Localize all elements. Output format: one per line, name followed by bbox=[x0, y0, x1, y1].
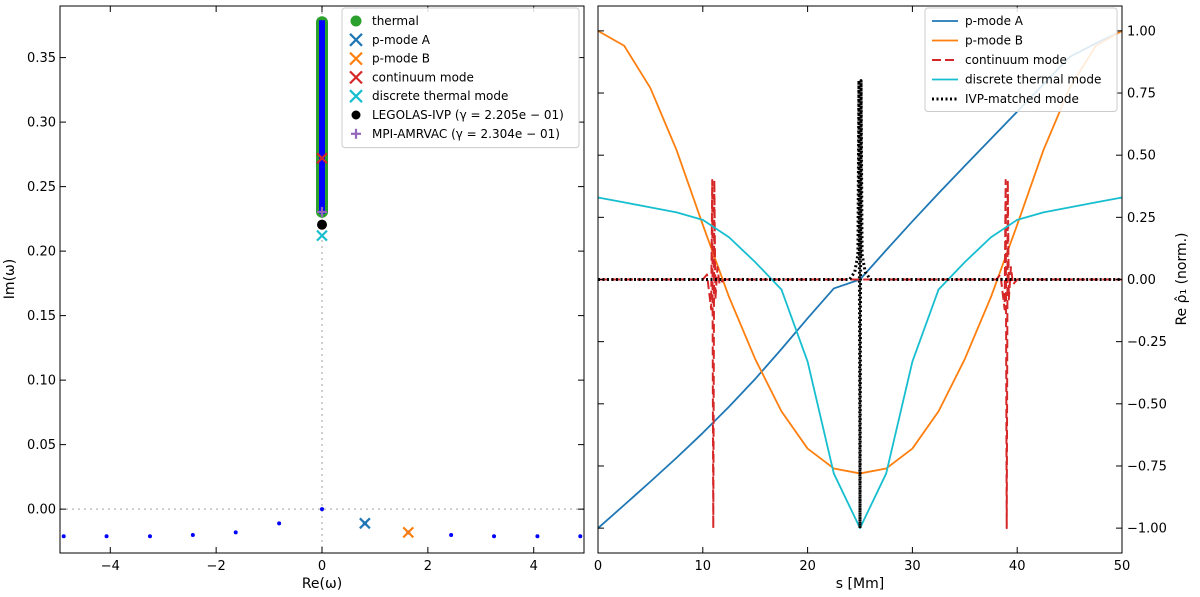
left-x-tick-label: 0 bbox=[318, 559, 326, 574]
legend-marker-pA bbox=[349, 33, 363, 47]
right-y-ticks: −1.00 −0.75 −0.50 −0.25 0.00 0.25 0.50 0.75 1.00 bbox=[598, 24, 1167, 537]
left-x-axis-label: Re(ω) bbox=[302, 576, 342, 592]
right-y-tick-label: −0.75 bbox=[1127, 459, 1167, 474]
right-y-axis-label: Re ρ̂₁ (norm.) bbox=[1174, 232, 1190, 325]
left-x-tick-label: −2 bbox=[207, 559, 226, 574]
left-legend: thermal p-mode A p-mode B continuum mode dis… bbox=[341, 7, 580, 149]
right-plot-eigenfunctions: 0 10 20 30 40 50 −1.00 −0.75 −0.50 −0.25 0.00 0.25… bbox=[594, 5, 1190, 592]
legend-label-discrete-thermal-mode: discrete thermal mode bbox=[965, 73, 1101, 87]
series-line-discrete-thermal-mode bbox=[597, 196, 1123, 530]
right-y-tick-label: 0.00 bbox=[1127, 273, 1156, 288]
p-mode-a-marker bbox=[359, 517, 371, 530]
legend-label-ivp: LEGOLAS-IVP (γ = 2.205e − 01) bbox=[372, 108, 564, 122]
spectrum-point bbox=[61, 534, 66, 539]
spectrum-point bbox=[277, 521, 282, 526]
legend-label-ivp-matched-mode: IVP-matched mode bbox=[965, 92, 1079, 106]
legend-marker-cont bbox=[349, 70, 363, 85]
legend-label-pB: p-mode B bbox=[372, 52, 430, 66]
left-x-tick-label: −4 bbox=[101, 559, 120, 574]
right-x-tick-label: 50 bbox=[1114, 559, 1131, 574]
spectrum-point bbox=[535, 534, 540, 539]
spectrum-point bbox=[449, 532, 454, 537]
mpi-amrvac-marker bbox=[317, 206, 327, 217]
p-mode-b-marker bbox=[402, 526, 415, 539]
legend-label-disc: discrete thermal mode bbox=[372, 89, 508, 103]
legend-marker-thermal bbox=[350, 15, 362, 27]
spectrum-point bbox=[190, 532, 195, 537]
spectrum-point bbox=[492, 534, 497, 539]
right-legend-box bbox=[924, 7, 1118, 112]
left-x-tick-label: 4 bbox=[530, 559, 538, 574]
spectrum-point bbox=[320, 507, 324, 512]
legend-marker-disc bbox=[349, 89, 363, 103]
left-x-ticks: −4 −2 0 2 4 bbox=[101, 6, 538, 574]
legolas-ivp-marker bbox=[317, 219, 327, 230]
right-x-tick-label: 20 bbox=[799, 559, 816, 574]
right-y-tick-label: −1.00 bbox=[1127, 522, 1167, 537]
right-x-tick-label: 30 bbox=[904, 559, 921, 574]
right-x-ticks: 0 10 20 30 40 50 bbox=[594, 6, 1130, 574]
legend-label-p-mode-a: p-mode A bbox=[965, 14, 1024, 28]
left-y-tick-label: 0.10 bbox=[27, 374, 56, 389]
right-legend: p-mode A p-mode B continuum mode discrete t… bbox=[924, 7, 1118, 112]
legend-marker-ivp bbox=[351, 110, 361, 120]
left-y-tick-label: 0.00 bbox=[27, 503, 56, 518]
left-legend-box bbox=[341, 7, 580, 149]
right-x-axis-label: s [Mm] bbox=[836, 576, 884, 592]
continuum-mode-marker bbox=[316, 152, 328, 165]
right-y-tick-label: 0.50 bbox=[1127, 149, 1156, 164]
left-plot-eigenvalue-spectrum: −4 −2 0 2 4 0.00 0.05 0.10 0.15 0.20 0.25 0.30 0.35… bbox=[2, 5, 585, 592]
legend-marker-pB bbox=[349, 51, 363, 66]
left-y-tick-label: 0.20 bbox=[27, 245, 56, 260]
left-y-tick-label: 0.35 bbox=[27, 51, 56, 66]
spectrum-point bbox=[104, 534, 109, 539]
spectrum-point bbox=[578, 534, 583, 539]
left-y-tick-label: 0.05 bbox=[27, 438, 56, 453]
legend-label-cont: continuum mode bbox=[372, 70, 474, 84]
spectrum-point bbox=[147, 534, 152, 539]
legend-label-amr: MPI-AMRVAC (γ = 2.304e − 01) bbox=[372, 127, 560, 141]
right-x-tick-label: 40 bbox=[1009, 559, 1026, 574]
discrete-thermal-mode-marker bbox=[316, 229, 328, 242]
series-line-ivp-matched-mode bbox=[598, 79, 1122, 530]
legend-label-continuum-mode: continuum mode bbox=[965, 53, 1067, 67]
left-y-tick-label: 0.25 bbox=[27, 180, 56, 195]
legend-label-thermal: thermal bbox=[372, 14, 419, 28]
left-y-axis-label: Im(ω) bbox=[2, 259, 18, 299]
left-y-tick-label: 0.15 bbox=[27, 309, 56, 324]
right-x-tick-label: 0 bbox=[594, 559, 602, 574]
right-y-tick-label: −0.25 bbox=[1127, 335, 1167, 350]
left-plot-area bbox=[60, 6, 584, 553]
left-y-tick-label: 0.30 bbox=[27, 116, 56, 131]
left-y-ticks: 0.00 0.05 0.10 0.15 0.20 0.25 0.30 0.35 bbox=[27, 51, 584, 518]
right-y-tick-label: 1.00 bbox=[1127, 24, 1156, 39]
right-y-tick-label: −0.50 bbox=[1127, 397, 1167, 412]
legend-label-p-mode-b: p-mode B bbox=[965, 34, 1023, 48]
left-x-tick-label: 2 bbox=[424, 559, 432, 574]
thermal-spectrum-points bbox=[319, 20, 325, 214]
legend-label-pA: p-mode A bbox=[372, 33, 431, 47]
right-y-tick-label: 0.75 bbox=[1127, 87, 1156, 102]
right-y-tick-label: 0.25 bbox=[1127, 211, 1156, 226]
right-x-tick-label: 10 bbox=[695, 559, 712, 574]
series-line-continuum-mode bbox=[598, 179, 1122, 530]
spectrum-point bbox=[233, 530, 238, 535]
legend-marker-amr bbox=[351, 128, 361, 139]
